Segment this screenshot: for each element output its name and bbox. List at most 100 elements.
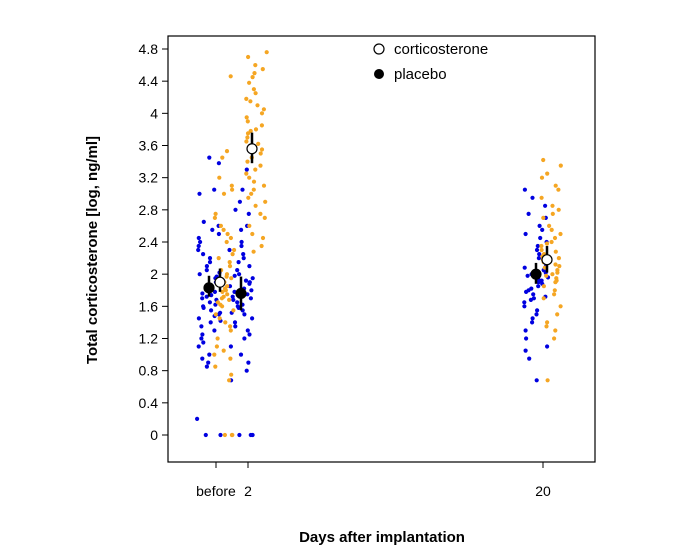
placebo-point	[246, 360, 251, 365]
corticosterone-point	[259, 111, 265, 116]
placebo-point	[228, 344, 233, 349]
placebo-point	[524, 289, 529, 294]
corticosterone-point	[228, 328, 233, 333]
corticosterone-point	[544, 241, 550, 246]
corticosterone-point	[261, 183, 267, 188]
x-tick-label: 20	[535, 483, 551, 499]
placebo-point	[227, 284, 233, 289]
placebo-point	[232, 273, 237, 278]
corticosterone-point	[225, 231, 230, 237]
corticosterone-point	[259, 147, 265, 152]
corticosterone-point	[251, 187, 256, 192]
legend-label-placebo: placebo	[394, 66, 447, 83]
placebo-point	[232, 320, 238, 325]
corticosterone-point	[558, 304, 563, 309]
corticosterone-point	[229, 183, 234, 188]
corticosterone-point	[222, 432, 227, 438]
placebo-point	[241, 252, 246, 257]
placebo-point	[240, 187, 245, 192]
placebo-point	[216, 231, 221, 237]
corticosterone-point	[253, 91, 258, 96]
corticosterone-point	[223, 320, 228, 325]
corticosterone-point	[550, 211, 555, 216]
corticosterone-point	[555, 270, 560, 275]
corticosterone-point	[247, 80, 252, 85]
placebo-point	[203, 432, 208, 438]
placebo-point	[250, 276, 255, 281]
placebo-point	[245, 328, 250, 333]
placebo-point	[212, 289, 217, 294]
corticosterone-point	[221, 191, 227, 196]
y-tick-label: 4.8	[139, 41, 159, 57]
corticosterone-point	[556, 187, 561, 192]
y-tick-label: 2.8	[139, 202, 159, 218]
corticosterone-point	[212, 215, 217, 220]
corticosterone-point	[220, 289, 225, 294]
placebo-point	[209, 308, 214, 313]
placebo-point	[524, 336, 529, 341]
placebo-point	[522, 265, 527, 270]
corticosterone-point	[224, 274, 229, 279]
y-tick-label: 4	[150, 105, 158, 121]
placebo-point	[538, 235, 543, 241]
corticosterone-point	[261, 107, 266, 112]
x-tick-label: 2	[244, 483, 252, 499]
legend-filled-circle-marker	[374, 69, 384, 79]
placebo-point	[241, 256, 246, 261]
corticosterone-point	[250, 75, 255, 80]
corticosterone-point	[558, 231, 563, 237]
legend-label-corticosterone: corticosterone	[394, 41, 488, 58]
corticosterone-point	[253, 127, 259, 132]
corticosterone-point	[260, 235, 266, 241]
placebo-point	[247, 332, 252, 337]
placebo-point	[196, 316, 201, 321]
corticosterone-mean-marker	[214, 276, 226, 288]
corticosterone-point	[262, 215, 267, 220]
data-points	[195, 50, 563, 438]
placebo-point	[522, 304, 527, 309]
placebo-point	[195, 416, 200, 421]
placebo-point	[204, 264, 209, 269]
x-axis-title: Days after implantation	[299, 529, 465, 546]
corticosterone-point	[256, 141, 261, 146]
corticosterone-point	[221, 348, 226, 353]
corticosterone-point	[217, 175, 222, 180]
corticosterone-point	[250, 231, 255, 237]
legend: corticosterone placebo	[373, 41, 488, 83]
corticosterone-point	[227, 378, 232, 383]
corticosterone-point	[217, 316, 222, 321]
placebo-point	[200, 291, 205, 296]
placebo-point	[526, 211, 531, 216]
corticosterone-point	[244, 171, 249, 176]
corticosterone-point	[553, 280, 558, 285]
placebo-point	[530, 316, 535, 321]
y-tick-label: 1.6	[139, 298, 159, 314]
corticosterone-point	[545, 378, 550, 383]
placebo-mean-marker	[235, 287, 247, 300]
corticosterone-point	[220, 304, 225, 309]
corticosterone-point	[552, 288, 557, 293]
legend-open-circle-marker	[373, 43, 385, 55]
placebo-point	[233, 324, 238, 329]
placebo-point	[236, 305, 241, 310]
placebo-point	[237, 432, 242, 438]
placebo-mean-marker	[530, 268, 542, 280]
y-tick-label: 0.8	[139, 363, 159, 379]
placebo-point	[216, 161, 221, 166]
placebo-point	[242, 336, 247, 341]
placebo-point	[200, 332, 205, 337]
placebo-point	[238, 352, 244, 357]
y-tick-label: 2.4	[139, 234, 159, 250]
placebo-point	[535, 308, 540, 313]
placebo-point	[201, 219, 206, 224]
corticosterone-point	[541, 296, 546, 301]
y-tick-label: 3.2	[139, 170, 159, 186]
corticosterone-point	[258, 151, 263, 156]
corticosterone-point	[227, 264, 233, 269]
corticosterone-point	[253, 167, 258, 172]
corticosterone-point	[264, 50, 269, 55]
placebo-point	[207, 260, 213, 265]
placebo-point	[210, 227, 215, 232]
placebo-point	[198, 239, 203, 245]
